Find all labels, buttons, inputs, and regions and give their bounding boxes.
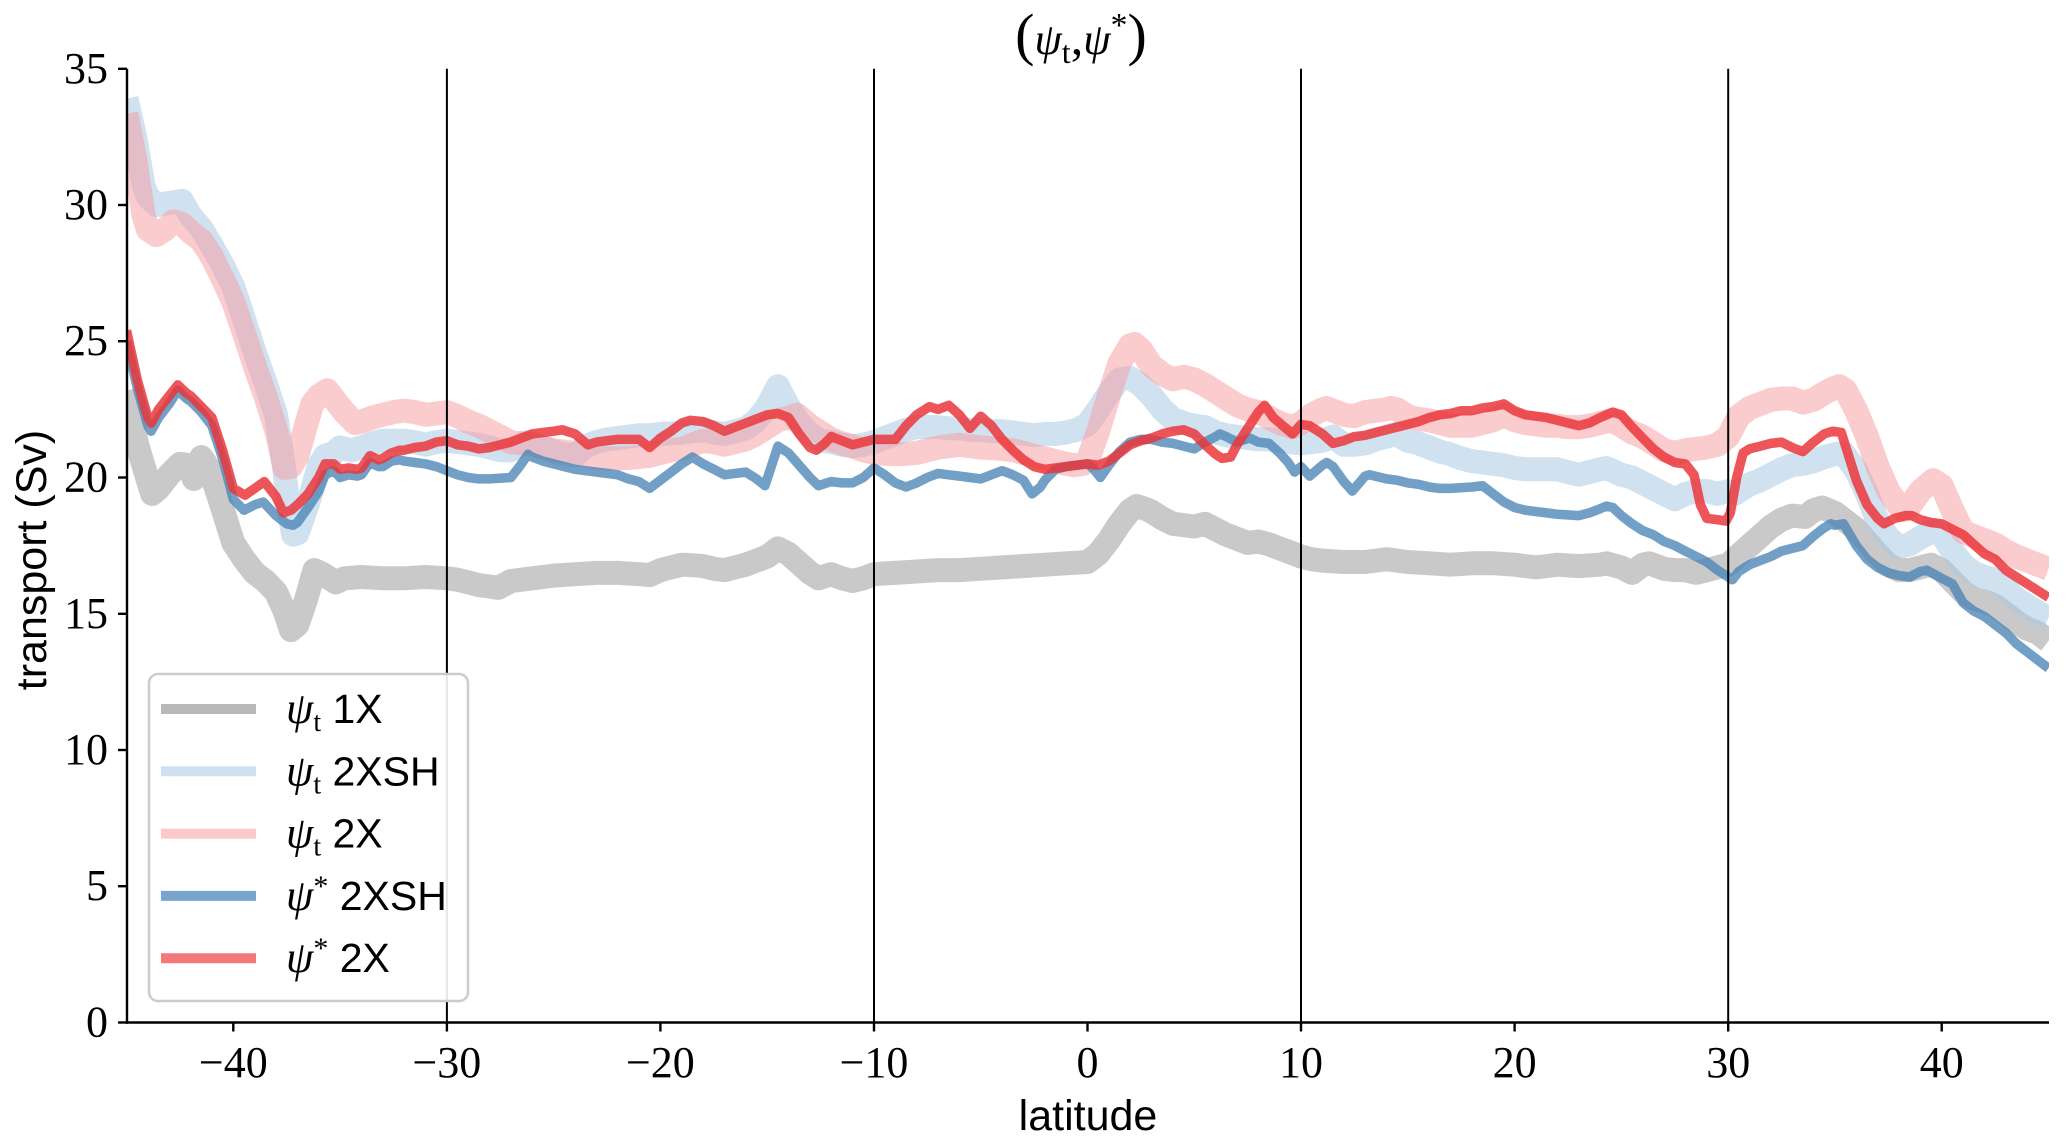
svg-text:10: 10 bbox=[64, 725, 108, 774]
svg-text:−20: −20 bbox=[626, 1038, 695, 1087]
svg-text:30: 30 bbox=[1706, 1038, 1750, 1087]
svg-text:20: 20 bbox=[64, 453, 108, 502]
svg-text:25: 25 bbox=[64, 316, 108, 365]
svg-text:(ψt,ψ*): (ψt,ψ*) bbox=[1015, 2, 1147, 70]
svg-text:latitude: latitude bbox=[1019, 1092, 1158, 1140]
svg-text:30: 30 bbox=[64, 180, 108, 229]
svg-text:40: 40 bbox=[1920, 1038, 1964, 1087]
svg-text:5: 5 bbox=[86, 861, 108, 910]
svg-text:−10: −10 bbox=[840, 1038, 909, 1087]
svg-text:ψt 2X: ψt 2X bbox=[286, 809, 383, 863]
svg-text:0: 0 bbox=[1077, 1038, 1099, 1087]
svg-text:15: 15 bbox=[64, 589, 108, 638]
svg-text:35: 35 bbox=[64, 44, 108, 93]
svg-text:transport (Sv): transport (Sv) bbox=[8, 430, 56, 690]
svg-text:ψ* 2XSH: ψ* 2XSH bbox=[286, 870, 447, 920]
svg-text:ψt 1X: ψt 1X bbox=[286, 684, 383, 738]
svg-text:ψt 2XSH: ψt 2XSH bbox=[286, 746, 440, 800]
svg-text:−40: −40 bbox=[199, 1038, 268, 1087]
svg-text:20: 20 bbox=[1493, 1038, 1537, 1087]
svg-text:10: 10 bbox=[1279, 1038, 1323, 1087]
svg-text:−30: −30 bbox=[412, 1038, 481, 1087]
svg-text:0: 0 bbox=[86, 998, 108, 1047]
svg-text:ψ* 2X: ψ* 2X bbox=[286, 932, 390, 982]
